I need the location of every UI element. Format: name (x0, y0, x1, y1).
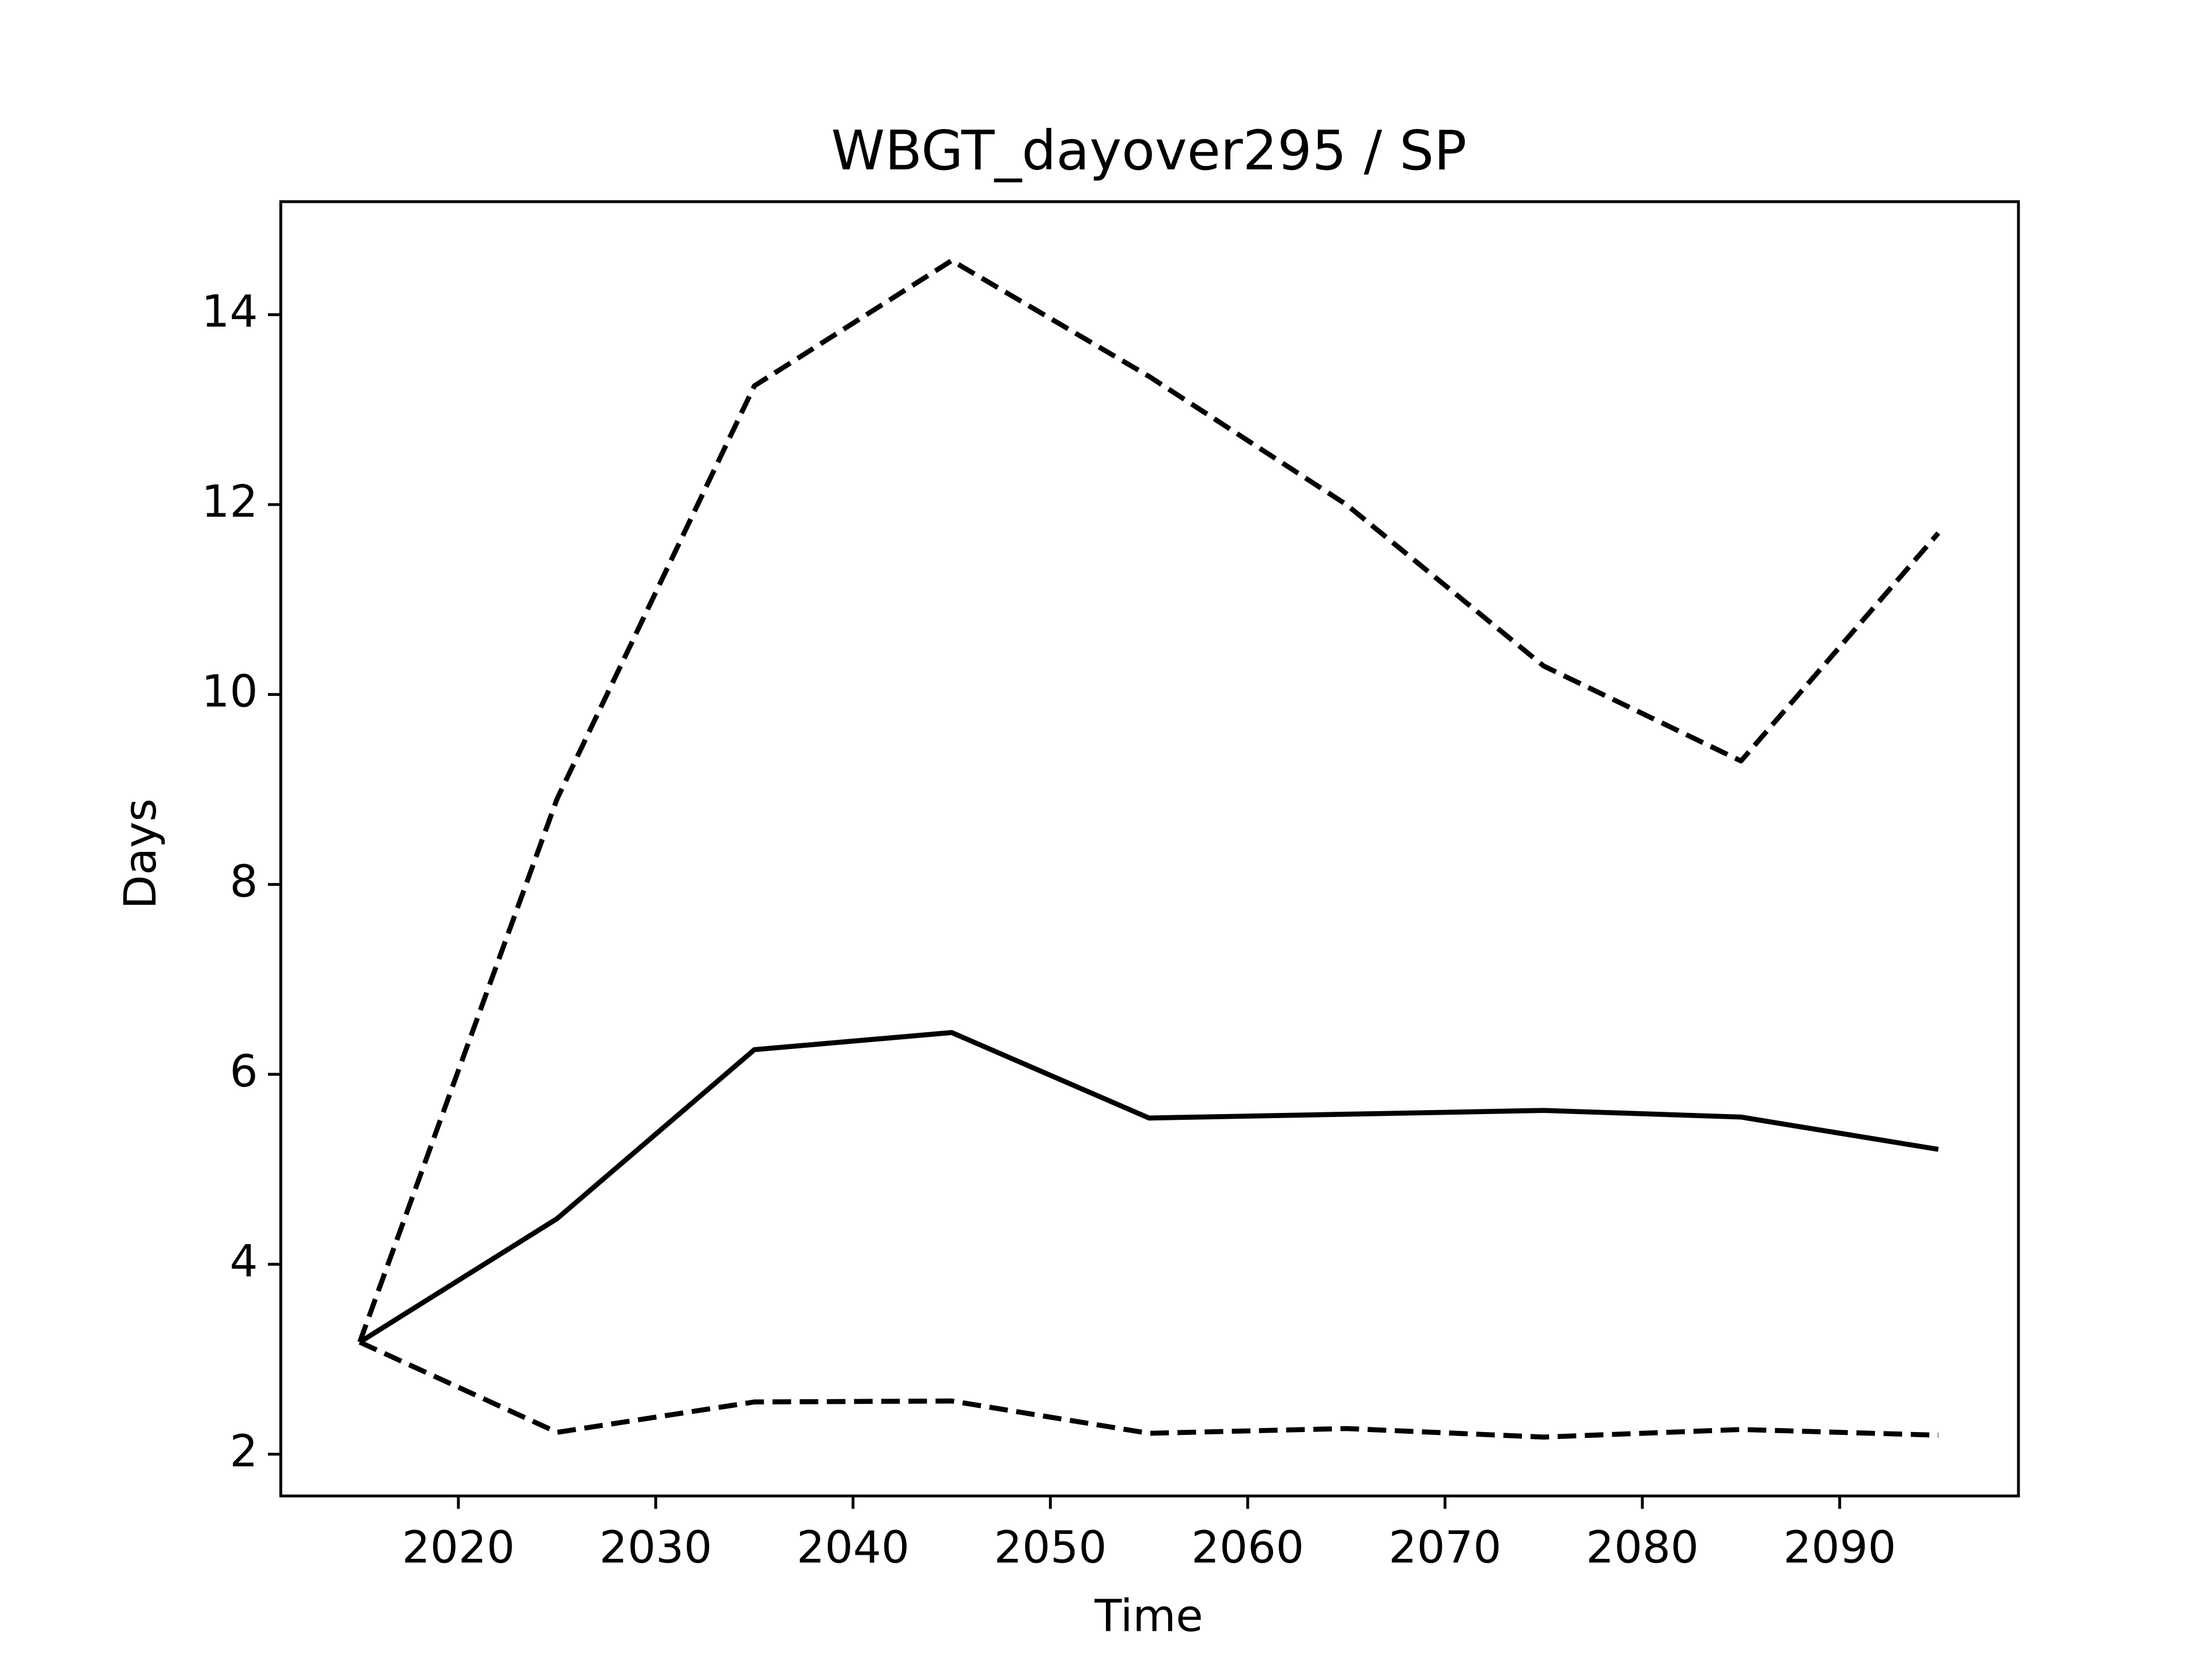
y-tick-label: 2 (230, 1426, 258, 1477)
chart-title: WBGT_dayover295 / SP (831, 119, 1467, 183)
series-line (357, 257, 1941, 1343)
y-tick-label: 12 (202, 476, 258, 528)
y-tick-label: 14 (202, 286, 258, 338)
series-line (358, 1030, 1939, 1344)
x-axis-label: Time (1094, 1590, 1203, 1642)
x-tick-label: 2090 (1783, 1522, 1896, 1573)
x-tick-label: 2050 (994, 1522, 1107, 1573)
x-tick-label: 2080 (1586, 1522, 1699, 1573)
y-tick-label: 6 (230, 1046, 258, 1097)
y-axis-label: Days (115, 798, 166, 909)
y-tick-label: 10 (202, 666, 258, 718)
x-tick-label: 2030 (599, 1522, 712, 1573)
x-tick-label: 2060 (1191, 1522, 1304, 1573)
x-tick-label: 2020 (402, 1522, 515, 1573)
plot-frame (279, 200, 2020, 1498)
x-tick-label: 2070 (1389, 1522, 1502, 1573)
series-line (358, 1339, 1939, 1440)
x-tick-label: 2040 (797, 1522, 910, 1573)
y-tick-label: 8 (230, 856, 258, 907)
y-tick-label: 4 (230, 1236, 258, 1287)
